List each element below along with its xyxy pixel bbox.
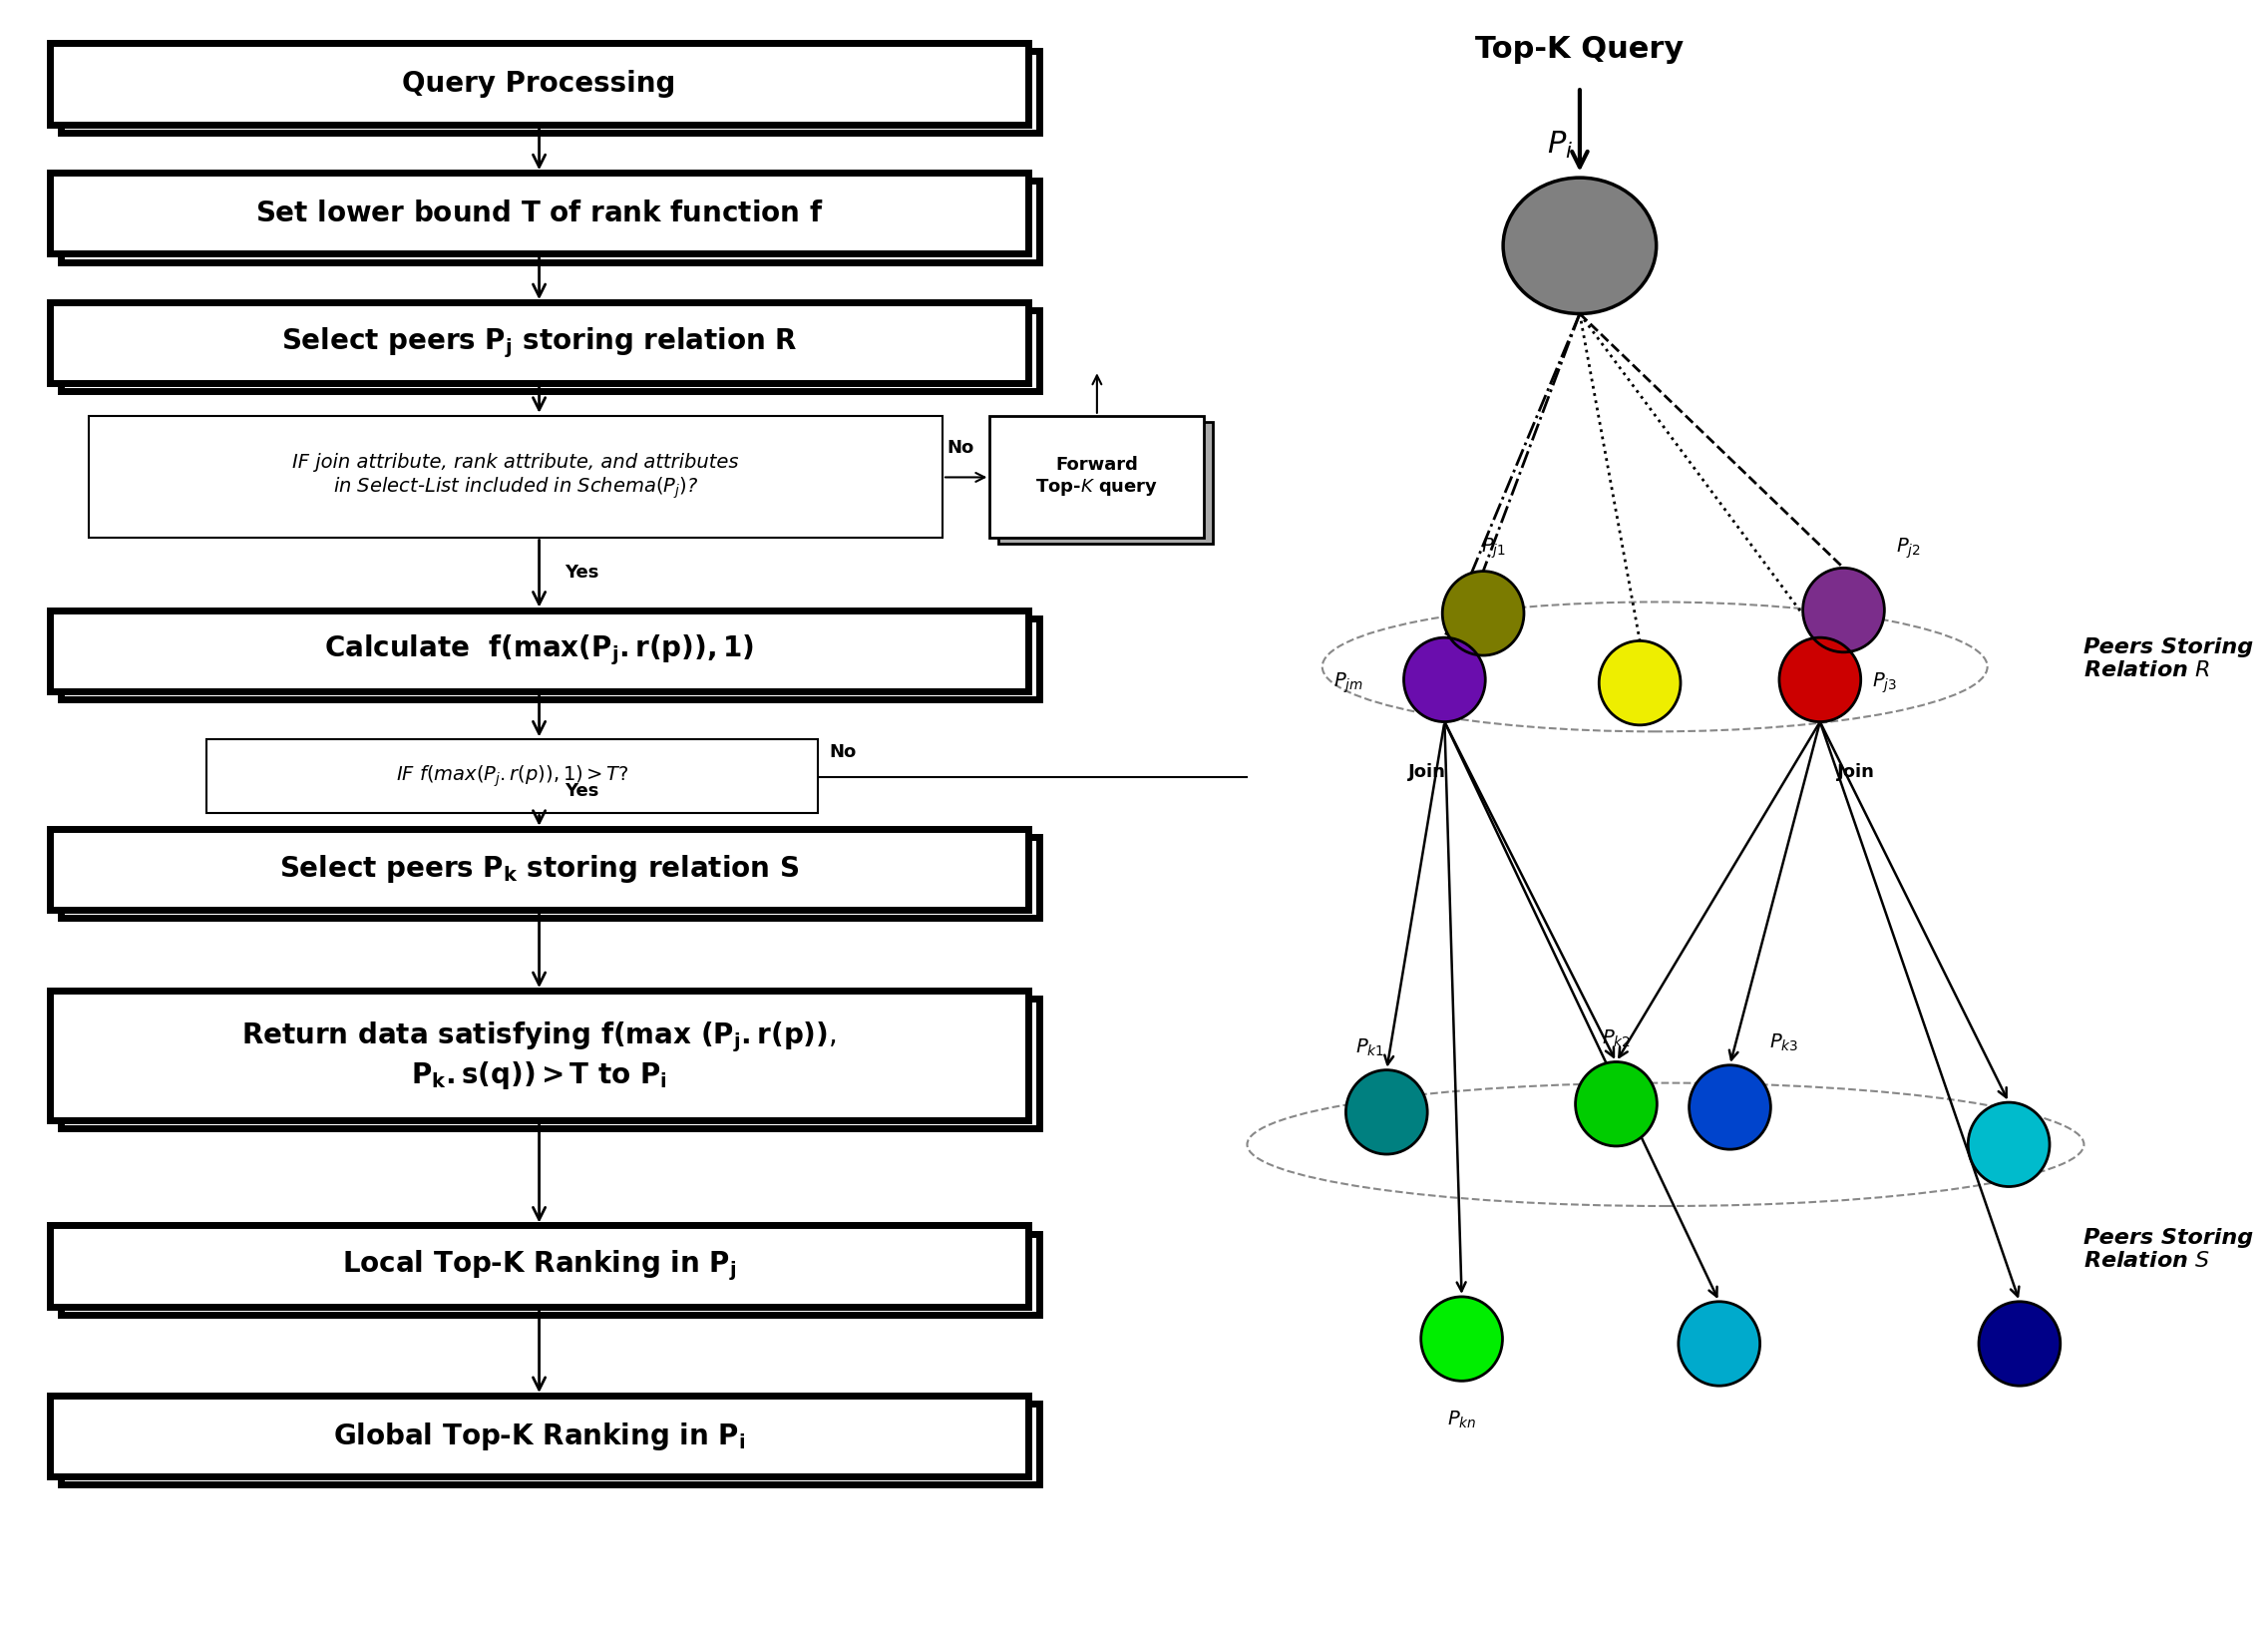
FancyBboxPatch shape <box>50 44 1027 124</box>
Ellipse shape <box>1599 640 1681 725</box>
FancyBboxPatch shape <box>50 609 1027 691</box>
Text: $P_{k2}$: $P_{k2}$ <box>1601 1029 1631 1050</box>
FancyBboxPatch shape <box>50 829 1027 910</box>
Ellipse shape <box>1803 569 1885 652</box>
FancyBboxPatch shape <box>206 739 819 812</box>
Ellipse shape <box>1442 572 1524 655</box>
FancyBboxPatch shape <box>61 310 1039 392</box>
Text: Yes: Yes <box>565 564 599 582</box>
FancyBboxPatch shape <box>88 416 943 538</box>
Ellipse shape <box>1690 1064 1771 1149</box>
FancyBboxPatch shape <box>50 1396 1027 1477</box>
FancyBboxPatch shape <box>50 1225 1027 1307</box>
FancyBboxPatch shape <box>989 416 1204 538</box>
Text: Set lower bound $\mathbf{T}$ of rank function $\mathbf{f}$: Set lower bound $\mathbf{T}$ of rank fun… <box>256 200 823 228</box>
Ellipse shape <box>1576 1061 1658 1146</box>
Ellipse shape <box>1422 1297 1501 1381</box>
FancyBboxPatch shape <box>61 52 1039 132</box>
Text: $P_{k3}$: $P_{k3}$ <box>1769 1032 1799 1053</box>
Text: Join: Join <box>1837 762 1876 782</box>
Text: Return data satisfying $\mathbf{f(max}$ $\mathbf{(P_j.r(p))},$
$\mathbf{P_k.s(q): Return data satisfying $\mathbf{f(max}$ … <box>243 1021 837 1090</box>
Ellipse shape <box>1404 637 1486 722</box>
Text: Global Top-K Ranking in $\mathbf{P_i}$: Global Top-K Ranking in $\mathbf{P_i}$ <box>333 1420 746 1453</box>
Ellipse shape <box>1542 211 1617 280</box>
FancyBboxPatch shape <box>50 991 1027 1120</box>
Ellipse shape <box>1345 1069 1427 1154</box>
Text: Join: Join <box>1408 762 1447 782</box>
Text: Yes: Yes <box>565 782 599 800</box>
Ellipse shape <box>1522 195 1637 297</box>
Text: $P_i$: $P_i$ <box>1547 130 1574 161</box>
Text: Select peers $\mathbf{P_k}$ storing relation $\mathbf{S}$: Select peers $\mathbf{P_k}$ storing rela… <box>279 853 798 886</box>
Text: Peers Storing
Relation $S$: Peers Storing Relation $S$ <box>2084 1229 2254 1271</box>
Text: Peers Storing
Relation $R$: Peers Storing Relation $R$ <box>2084 637 2254 681</box>
Text: $IF$ $f(max(P_j.r(p)), 1)>T?$: $IF$ $f(max(P_j.r(p)), 1)>T?$ <box>395 764 628 788</box>
Text: Forward
Top-$K$ query: Forward Top-$K$ query <box>1036 455 1159 497</box>
Text: Top-K Query: Top-K Query <box>1476 36 1685 63</box>
Text: Select peers $\mathbf{P_j}$ storing relation $\mathbf{R}$: Select peers $\mathbf{P_j}$ storing rela… <box>281 325 798 361</box>
FancyBboxPatch shape <box>61 618 1039 699</box>
FancyBboxPatch shape <box>61 999 1039 1128</box>
Text: $P_{k1}$: $P_{k1}$ <box>1354 1037 1383 1058</box>
Ellipse shape <box>1969 1102 2050 1186</box>
Text: Query Processing: Query Processing <box>401 70 676 98</box>
Ellipse shape <box>1780 637 1860 722</box>
Ellipse shape <box>1504 177 1656 314</box>
Ellipse shape <box>1678 1302 1760 1386</box>
Text: $P_{kn}$: $P_{kn}$ <box>1447 1409 1476 1430</box>
FancyBboxPatch shape <box>50 172 1027 254</box>
FancyBboxPatch shape <box>61 837 1039 918</box>
Text: $P_{jm}$: $P_{jm}$ <box>1334 671 1363 696</box>
FancyBboxPatch shape <box>50 302 1027 383</box>
Text: IF join attribute, rank attribute, and attributes
in Select-List included in Sch: IF join attribute, rank attribute, and a… <box>293 452 739 500</box>
Text: No: No <box>828 744 855 762</box>
Text: $P_{j2}$: $P_{j2}$ <box>1896 536 1921 561</box>
Ellipse shape <box>1978 1302 2059 1386</box>
FancyBboxPatch shape <box>61 1404 1039 1485</box>
FancyBboxPatch shape <box>998 422 1213 544</box>
Text: Local Top-K Ranking in $\mathbf{P_j}$: Local Top-K Ranking in $\mathbf{P_j}$ <box>342 1248 737 1284</box>
Text: $P_{j3}$: $P_{j3}$ <box>1871 671 1896 696</box>
Text: Calculate  $\mathbf{f(max(P_j. r(p)), 1)}$: Calculate $\mathbf{f(max(P_j. r(p)), 1)}… <box>324 634 753 668</box>
FancyBboxPatch shape <box>61 1233 1039 1315</box>
FancyBboxPatch shape <box>61 180 1039 262</box>
Text: No: No <box>946 439 973 457</box>
Text: $P_{j1}$: $P_{j1}$ <box>1481 536 1506 561</box>
